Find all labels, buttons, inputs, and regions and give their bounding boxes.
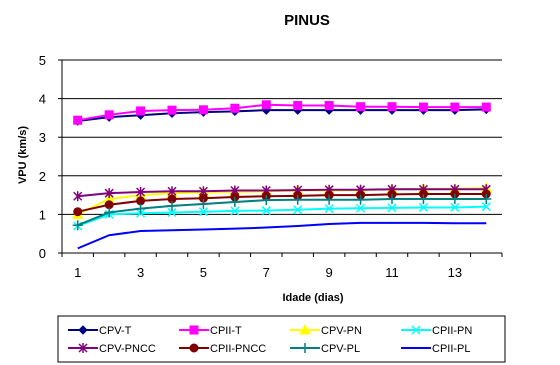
- data-point-cpv-pl: [355, 194, 366, 205]
- data-point-cpii-t: [230, 103, 240, 113]
- legend-label: CPV-PN: [321, 325, 362, 337]
- series-line-cpv-pl: [77, 197, 487, 227]
- legend-item-cpii-pn: CPII-PN: [401, 325, 472, 337]
- x-tick-label: 1: [74, 265, 81, 280]
- data-point-cpii-t: [198, 105, 208, 115]
- legend: CPV-T CPII-T CPV-PN CPII-PN CPV-PNCC CPII-PNC…: [57, 315, 506, 363]
- data-point-cpv-pl: [418, 193, 429, 204]
- series-line-cpii-pn: [77, 205, 487, 227]
- data-point-cpii-pn: [387, 203, 397, 213]
- data-point-cpv-pl: [167, 200, 177, 211]
- legend-item-cpii-t: CPII-T: [179, 325, 242, 337]
- data-point-cpii-t: [167, 105, 177, 115]
- data-point-cpv-pl: [324, 194, 335, 205]
- x-tick-label: 11: [385, 265, 399, 280]
- data-point-cpii-t: [293, 101, 303, 111]
- legend-label: CPII-PL: [432, 343, 471, 355]
- y-tick-label: 2: [39, 169, 46, 184]
- data-point-cpii-t: [324, 101, 334, 111]
- data-point-cpv-pl: [481, 193, 492, 204]
- data-point-cpv-pl: [449, 193, 460, 204]
- series-line-cpii-t: [77, 103, 487, 122]
- data-point-cpv-pl: [387, 193, 397, 204]
- data-point-cpii-pncc: [73, 207, 83, 217]
- legend-marker: [300, 343, 310, 353]
- data-point-cpii-pn: [198, 207, 208, 217]
- data-point-cpii-t: [418, 102, 428, 112]
- x-tick-label: 5: [200, 265, 207, 280]
- data-point-cpii-pn: [481, 202, 491, 212]
- y-axis-title: VPU (km/s): [17, 126, 29, 184]
- x-tick-label: 13: [448, 265, 462, 280]
- legend-label: CPV-T: [99, 325, 132, 337]
- data-point-cpv-pl: [135, 203, 146, 214]
- data-point-cpv-pl: [198, 198, 209, 209]
- data-point-cpii-t: [261, 100, 271, 110]
- data-point-cpv-pl: [104, 207, 115, 218]
- x-tick-label: 9: [326, 265, 333, 280]
- data-point-cpii-t: [450, 102, 460, 112]
- data-point-cpii-pn: [261, 206, 271, 216]
- chart-title: PINUS: [284, 12, 330, 29]
- data-point-cpii-t: [73, 115, 83, 125]
- x-axis-title: Idade (dias): [282, 292, 343, 304]
- legend-marker: [189, 343, 199, 353]
- data-point-cpii-t: [481, 102, 491, 112]
- data-point-cpii-pn: [230, 206, 240, 216]
- data-point-cpii-t: [387, 102, 397, 112]
- legend-marker: [78, 343, 88, 353]
- legend-item-cpv-pncc: CPV-PNCC: [68, 343, 156, 355]
- legend-label: CPV-PNCC: [99, 343, 156, 355]
- legend-label: CPII-T: [210, 325, 242, 337]
- data-point-cpv-pl: [292, 194, 303, 205]
- series-line-cpv-t: [77, 108, 487, 122]
- data-point-cpv-pl: [229, 197, 240, 208]
- legend-marker: [78, 325, 88, 335]
- data-point-cpii-pn: [167, 207, 177, 218]
- legend-marker: [189, 325, 199, 335]
- data-point-cpv-pncc: [73, 191, 83, 202]
- series-line-cpii-pncc: [77, 192, 487, 213]
- data-point-cpii-pn: [450, 202, 460, 212]
- y-tick-label: 5: [39, 53, 46, 68]
- data-point-cpii-t: [104, 110, 114, 120]
- legend-box: [57, 315, 506, 363]
- legend-item-cpv-pl: CPV-PL: [290, 343, 360, 355]
- legend-marker: [299, 323, 311, 335]
- data-point-cpii-t: [136, 106, 146, 116]
- data-point-cpii-pn: [324, 204, 334, 214]
- x-tick-label: 3: [137, 265, 144, 280]
- x-tick-label: 7: [263, 265, 270, 280]
- data-point-cpv-pl: [72, 220, 83, 231]
- series-line-cpv-pncc: [77, 188, 487, 198]
- data-point-cpii-pn: [418, 202, 428, 212]
- legend-item-cpv-t: CPV-T: [68, 325, 132, 337]
- y-tick-label: 1: [39, 207, 46, 222]
- data-point-cpii-pn: [356, 203, 366, 213]
- legend-label: CPV-PL: [321, 343, 360, 355]
- data-point-cpv-pncc: [104, 188, 114, 199]
- legend-label: CPII-PN: [432, 325, 472, 337]
- data-point-cpii-pn: [293, 205, 303, 215]
- legend-item-cpii-pncc: CPII-PNCC: [179, 343, 266, 355]
- series-line-cpii-pl: [77, 221, 487, 250]
- y-tick-label: 4: [39, 92, 46, 107]
- legend-marker: [411, 325, 421, 335]
- legend-item-cpii-pl: CPII-PL: [401, 343, 471, 355]
- y-tick-label: 3: [39, 130, 46, 145]
- data-point-cpii-t: [356, 102, 366, 112]
- legend-label: CPII-PNCC: [210, 343, 266, 355]
- legend-item-cpv-pn: CPV-PN: [290, 323, 362, 337]
- data-point-cpv-pl: [261, 195, 272, 206]
- data-point-cpv-pncc: [136, 187, 146, 198]
- y-tick-label: 0: [39, 246, 46, 261]
